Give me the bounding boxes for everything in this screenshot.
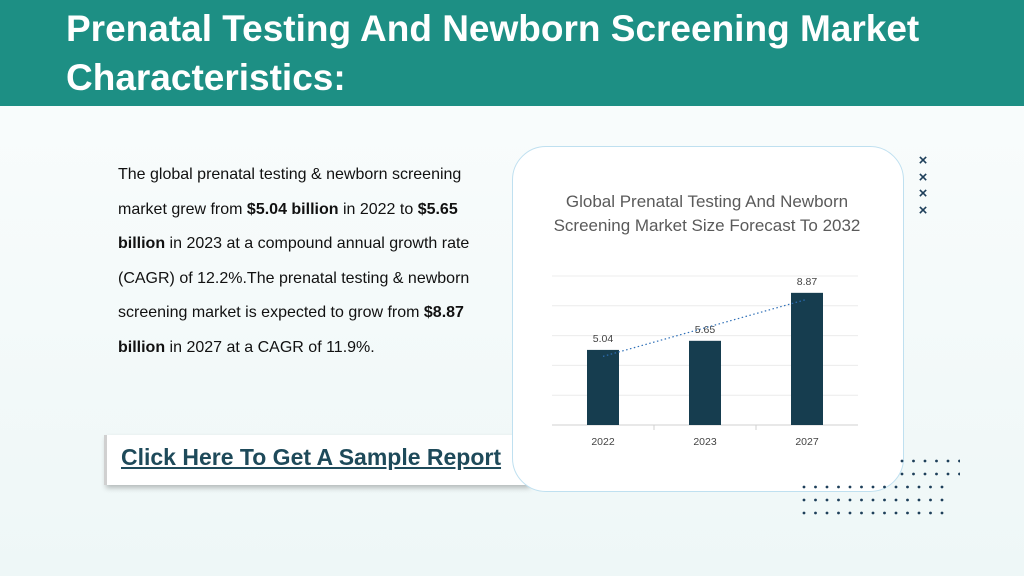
- decor-dot: [940, 485, 944, 489]
- decor-dot: [837, 498, 840, 502]
- decor-dot: [802, 498, 806, 502]
- bar-2027: [791, 292, 823, 425]
- bar-2023: [689, 340, 721, 425]
- x-tick-label-2023: 2023: [693, 436, 717, 448]
- data-label-2022: 5.04: [593, 333, 614, 345]
- decor-dot: [860, 485, 863, 489]
- x-mark-icon: ×: [918, 185, 928, 202]
- decor-dot: [802, 511, 806, 515]
- decor-dot: [848, 498, 852, 502]
- x-mark-icon: ×: [918, 168, 928, 186]
- decor-dot: [860, 511, 863, 515]
- decor-dot: [825, 498, 829, 502]
- x-tick-label-2022: 2022: [591, 436, 615, 448]
- decor-dot: [894, 511, 898, 515]
- decor-dot: [848, 511, 852, 515]
- decor-dot: [935, 472, 938, 476]
- decor-dot: [871, 498, 875, 502]
- decor-dot: [923, 459, 927, 463]
- body-text-segment: in 2023 at a compound annual growth rate…: [118, 235, 470, 321]
- decor-dot: [871, 511, 875, 515]
- decor-dot: [940, 511, 944, 515]
- decor-dot: [825, 511, 829, 515]
- decor-dot: [814, 511, 817, 515]
- body-text-segment: in 2027 at a CAGR of 11.9%.: [165, 338, 375, 356]
- body-text-segment: in 2022 to: [338, 200, 418, 218]
- highlight-figure: $5.65 billion: [118, 200, 458, 253]
- sample-report-box: Click Here To Get A Sample Report: [104, 435, 528, 485]
- decor-dot: [802, 485, 806, 489]
- decor-dot: [883, 485, 886, 489]
- chart-card: [512, 146, 904, 492]
- decor-dot: [935, 459, 938, 463]
- trendline: [602, 298, 808, 357]
- decor-dot: [814, 485, 817, 489]
- decor-dot: [894, 485, 898, 489]
- decor-dot: [929, 485, 932, 489]
- decor-dot: [958, 459, 960, 463]
- decor-dot: [837, 511, 840, 515]
- decor-dot: [871, 485, 875, 489]
- x-mark-icon: ×: [918, 201, 928, 219]
- market-description: The global prenatal testing & newborn sc…: [118, 158, 478, 365]
- decor-dot: [848, 485, 852, 489]
- chart-title: Global Prenatal Testing And Newborn Scre…: [553, 192, 861, 235]
- x-mark-icon: ×: [918, 152, 928, 169]
- dot-grid-decoration: [802, 459, 960, 515]
- decor-dot: [900, 472, 904, 476]
- data-label-2027: 8.87: [797, 276, 818, 288]
- decor-dot: [900, 459, 904, 463]
- decor-dot: [917, 498, 921, 502]
- page-title: Prenatal Testing And Newborn Screening M…: [66, 8, 920, 98]
- decor-dot: [917, 485, 921, 489]
- bar-2022: [587, 349, 619, 425]
- decor-dot: [929, 498, 932, 502]
- decor-dot: [912, 459, 915, 463]
- decor-dot: [883, 511, 886, 515]
- decor-dot: [929, 511, 932, 515]
- decor-dot: [912, 472, 915, 476]
- decor-dot: [958, 472, 960, 476]
- sample-report-link[interactable]: Click Here To Get A Sample Report: [121, 444, 502, 470]
- data-label-2023: 5.65: [695, 324, 716, 336]
- decor-dot: [923, 472, 927, 476]
- decor-dot: [837, 485, 840, 489]
- decor-dot: [917, 511, 921, 515]
- decor-dot: [860, 498, 863, 502]
- decor-dot: [906, 511, 909, 515]
- market-size-chart: 5.04 2022 5.65 2023 8.87 2027: [552, 275, 858, 448]
- decor-dot: [906, 498, 909, 502]
- decor-dot: [894, 498, 898, 502]
- decor-dot: [946, 472, 950, 476]
- decor-dot: [825, 485, 829, 489]
- decor-dot: [940, 498, 944, 502]
- body-text-segment: The global prenatal testing & newborn sc…: [118, 166, 462, 218]
- decor-dot: [946, 459, 950, 463]
- highlight-figure: $5.04 billion: [246, 200, 339, 218]
- decor-dot: [814, 498, 817, 502]
- decor-dot: [883, 498, 886, 502]
- decor-dot: [906, 485, 909, 489]
- x-tick-label-2027: 2027: [795, 436, 819, 448]
- highlight-figure: $8.87 billion: [118, 304, 464, 356]
- header-banner: Prenatal Testing And Newborn Screening M…: [0, 0, 1024, 106]
- x-marks-decoration: × × × ×: [914, 152, 932, 219]
